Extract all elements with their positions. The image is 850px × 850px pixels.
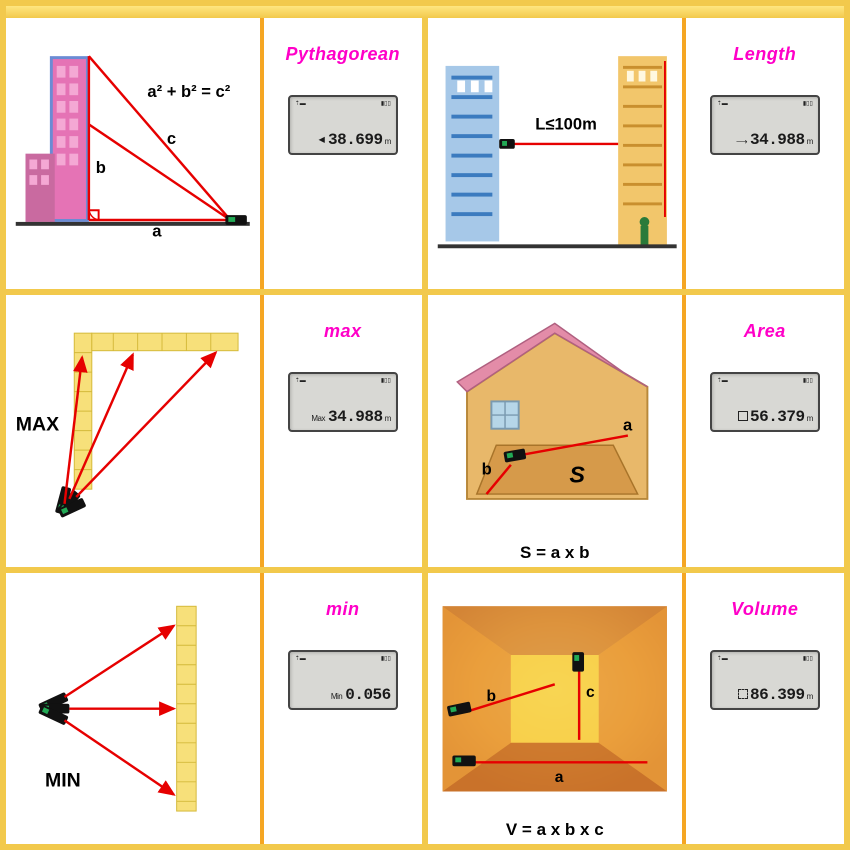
svg-text:a: a xyxy=(555,768,564,785)
infographic-frame: a² + b² = c² c b a Pythagorean ⇡▬▮▯▯ ◂ 3… xyxy=(0,0,850,850)
area-formula: S = a x b xyxy=(428,543,682,563)
illus-min: MIN xyxy=(6,573,264,844)
illus-length: L≤100m xyxy=(428,18,686,289)
cell-pythagorean: a² + b² = c² c b a Pythagorean ⇡▬▮▯▯ ◂ 3… xyxy=(6,18,422,289)
title-max: max xyxy=(324,321,362,342)
cell-length: L≤100m Length ⇡▬▮▯▯ ⟶ 34.988 m xyxy=(428,18,844,289)
title-volume: Volume xyxy=(731,599,798,620)
right-volume: Volume ⇡▬▮▯▯ 86.399 m xyxy=(686,573,844,844)
title-length: Length xyxy=(733,44,796,65)
lcd-area: ⇡▬▮▯▯ 56.379 m xyxy=(710,372,820,432)
lcd-value-length: 34.988 xyxy=(750,131,805,149)
pythagorean-diagram: a² + b² = c² c b a xyxy=(6,18,260,289)
length-range: L≤100m xyxy=(535,114,597,133)
length-diagram: L≤100m xyxy=(428,18,682,289)
svg-text:c: c xyxy=(586,684,595,701)
illus-pythagorean: a² + b² = c² c b a xyxy=(6,18,264,289)
lcd-value-min: 0.056 xyxy=(345,686,391,704)
area-diagram: a b S xyxy=(428,295,682,566)
right-pythagorean: Pythagorean ⇡▬▮▯▯ ◂ 38.699 m xyxy=(264,18,422,289)
title-pythagorean: Pythagorean xyxy=(286,44,401,65)
right-length: Length ⇡▬▮▯▯ ⟶ 34.988 m xyxy=(686,18,844,289)
right-min: min ⇡▬▮▯▯ Min 0.056 xyxy=(264,573,422,844)
grid-container: a² + b² = c² c b a Pythagorean ⇡▬▮▯▯ ◂ 3… xyxy=(6,18,844,844)
illus-area: a b S S = a x b xyxy=(428,295,686,566)
lcd-volume: ⇡▬▮▯▯ 86.399 m xyxy=(710,650,820,710)
volume-formula: V = a x b x c xyxy=(428,820,682,840)
min-diagram: MIN xyxy=(6,573,260,844)
cell-max: MAX max ⇡▬▮▯▯ Max 34.988 m xyxy=(6,295,422,566)
lcd-value-pyth: 38.699 xyxy=(328,131,383,149)
cell-volume: a b c V = a x b x c Volume ⇡▬▮▯▯ 86.399 … xyxy=(428,573,844,844)
lcd-value-max: 34.988 xyxy=(328,408,383,426)
cell-area: a b S S = a x b Area ⇡▬▮▯▯ 56.379 m xyxy=(428,295,844,566)
svg-text:a: a xyxy=(152,222,162,241)
lcd-value-volume: 86.399 xyxy=(750,686,805,704)
title-area: Area xyxy=(744,321,786,342)
illus-volume: a b c V = a x b x c xyxy=(428,573,686,844)
svg-text:c: c xyxy=(167,129,176,148)
svg-text:b: b xyxy=(482,460,492,479)
lcd-pythagorean: ⇡▬▮▯▯ ◂ 38.699 m xyxy=(288,95,398,155)
illus-max: MAX xyxy=(6,295,264,566)
min-label: MIN xyxy=(45,769,81,791)
max-label: MAX xyxy=(16,414,59,436)
title-min: min xyxy=(326,599,360,620)
max-diagram: MAX xyxy=(6,295,260,566)
right-max: max ⇡▬▮▯▯ Max 34.988 m xyxy=(264,295,422,566)
volume-diagram: a b c xyxy=(428,573,682,844)
cell-min: MIN min ⇡▬▮▯▯ Min 0.056 xyxy=(6,573,422,844)
lcd-min: ⇡▬▮▯▯ Min 0.056 xyxy=(288,650,398,710)
right-area: Area ⇡▬▮▯▯ 56.379 m xyxy=(686,295,844,566)
svg-text:a: a xyxy=(623,416,633,435)
lcd-length: ⇡▬▮▯▯ ⟶ 34.988 m xyxy=(710,95,820,155)
lcd-value-area: 56.379 xyxy=(750,408,805,426)
pyth-formula: a² + b² = c² xyxy=(147,82,230,101)
lcd-max: ⇡▬▮▯▯ Max 34.988 m xyxy=(288,372,398,432)
svg-text:S: S xyxy=(569,462,585,488)
svg-text:b: b xyxy=(96,158,106,177)
top-gradient-bar xyxy=(6,6,844,18)
svg-text:b: b xyxy=(487,688,497,705)
